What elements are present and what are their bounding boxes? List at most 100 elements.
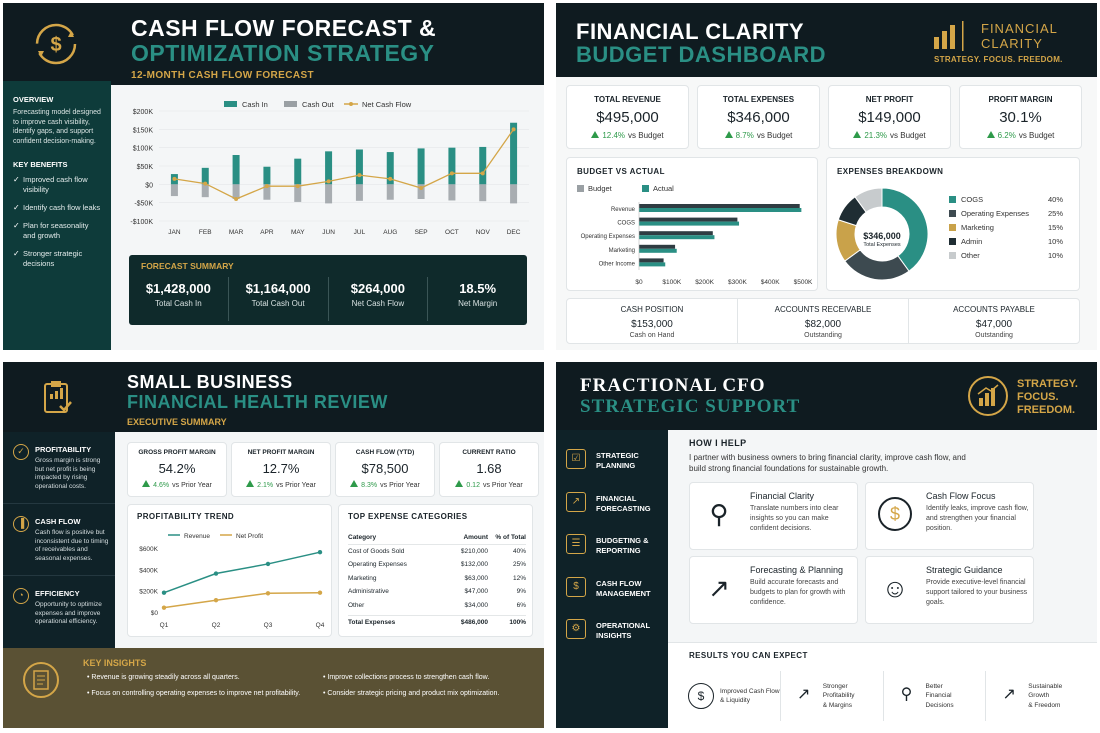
forecast-summary: FORECAST SUMMARY $1,428,000 Total Cash In… <box>129 255 527 325</box>
legend-swatch <box>349 102 353 106</box>
health-heading: PROFITABILITY <box>35 445 92 454</box>
growth-chart-icon: ↗ <box>566 491 586 512</box>
check-circle-icon: ✓ <box>13 444 29 460</box>
kpi-card: NET PROFIT MARGIN 12.7% 2.1% vs Prior Year <box>231 442 331 497</box>
x-tick-label: SEP <box>415 229 428 236</box>
net-cash-flow-point <box>295 184 300 189</box>
sidebar-item-cash-flow[interactable]: $ CASH FLOW MANAGEMENT <box>556 568 668 610</box>
health-item: ▐ CASH FLOW Cash flow is positive but inco… <box>3 504 115 576</box>
y-tick-label: $0 <box>151 610 159 617</box>
bullet-icon: • <box>323 690 328 697</box>
expenses-breakdown-card: EXPENSES BREAKDOWN COGS 40% Operating Expe… <box>826 157 1080 291</box>
up-arrow-icon <box>591 131 600 138</box>
kpi-value: 54.2% <box>158 461 196 476</box>
sidebar-item-operational[interactable]: ⚙ OPERATIONAL INSIGHTS <box>556 610 668 652</box>
sidebar-item-budgeting[interactable]: ☰ BUDGETING & REPORTING <box>556 525 668 567</box>
kpi-delta: 0.12 <box>466 482 480 489</box>
x-tick-label: APR <box>260 229 274 236</box>
kpi-delta-suffix: vs Budget <box>890 131 926 140</box>
summary-label: Net Cash Flow <box>351 299 405 308</box>
result-line: Stronger <box>822 682 848 690</box>
bar-cash-out <box>510 184 518 204</box>
service-card-title: Cash Flow Focus <box>926 491 996 501</box>
summary-values: $1,428,000 Total Cash In $1,164,000 Total C… <box>129 277 527 321</box>
overview-heading: OVERVIEW <box>13 95 54 104</box>
legend-label: Net Profit <box>236 533 263 540</box>
bar-cash-in <box>448 147 456 185</box>
result-line: Decisions <box>925 701 954 709</box>
checklist-icon: ☑ <box>566 449 586 469</box>
legend-label: Cash Out <box>302 100 335 109</box>
x-tick-label: $500K <box>794 279 813 286</box>
p3-subtitle: EXECUTIVE SUMMARY <box>127 417 227 427</box>
bar-cash-in <box>325 151 333 185</box>
legend-label: Budget <box>588 184 613 193</box>
sidebar-item-strategic[interactable]: ☑ STRATEGIC PLANNING <box>556 440 668 482</box>
kpi-label: TOTAL EXPENSES <box>722 95 795 104</box>
table-cell: 25% <box>512 561 526 569</box>
p3-title-line2: FINANCIAL HEALTH REVIEW <box>127 392 388 412</box>
health-text: Gross margin is strong but net profit is… <box>35 457 101 490</box>
kpi-label: CURRENT RATIO <box>462 449 516 456</box>
how-i-help-heading: HOW I HELP <box>689 438 747 448</box>
category-label: Revenue <box>611 207 636 213</box>
x-tick-label: $300K <box>728 279 747 286</box>
x-tick-label: FEB <box>199 229 212 236</box>
summary-item: $1,428,000 Total Cash In <box>129 277 229 321</box>
sidebar-label-line2: REPORTING <box>596 546 641 555</box>
growth-chart-icon: ↗ <box>797 686 811 703</box>
sidebar-label-line1: FINANCIAL <box>596 493 637 503</box>
table-cell: 100% <box>509 619 526 627</box>
net-cash-flow-point <box>172 176 177 181</box>
table-row: Administrative $47,000 9% <box>348 585 526 599</box>
dollar-cycle-icon: $ <box>878 497 912 531</box>
net-cash-flow-point <box>357 173 362 178</box>
table-cell: $486,000 <box>460 619 488 627</box>
kpi-delta-row: 0.12 vs Prior Year <box>440 480 538 489</box>
kpi-value: 30.1% <box>999 109 1042 126</box>
kpi-delta: 6.2% <box>997 131 1016 140</box>
overview-text: Forecasting model designed to improve ca… <box>13 109 101 145</box>
kpi-delta-suffix: vs Prior Year <box>380 482 420 489</box>
up-arrow-icon <box>350 480 359 487</box>
growth-chart-icon: ↗ <box>1002 686 1016 703</box>
bar-budget <box>639 231 713 236</box>
result-item: ⚲ Better Financial Decisions <box>884 671 987 721</box>
bar-cash-in <box>232 155 240 185</box>
check-icon: ✓ <box>13 175 20 184</box>
table-cell: Marketing <box>348 574 377 582</box>
result-item: ↗ Sustainable Growth & Freedom <box>986 671 1088 721</box>
y-tick-label: -$100K <box>130 219 153 226</box>
cash-item: ACCOUNTS PAYABLE $47,000 Outstanding <box>909 299 1079 343</box>
summary-item: 18.5% Net Margin <box>428 277 527 321</box>
x-tick-label: Q4 <box>316 622 325 629</box>
legend-label: Revenue <box>184 533 210 540</box>
category-label: Marketing <box>609 248 635 254</box>
summary-label: Total Cash Out <box>251 299 305 308</box>
result-text: Stronger Profitability & Margins <box>823 682 855 711</box>
result-line: & Margins <box>822 701 853 709</box>
panel-cash-flow-forecast: $ CASH FLOW FORECAST & OPTIMIZATION STRA… <box>3 3 544 350</box>
bar-cash-out <box>479 184 487 202</box>
table-row: Operating Expenses $132,000 25% <box>348 558 526 572</box>
sidebar-item-financial[interactable]: ↗ FINANCIAL FORECASTING <box>556 483 668 525</box>
service-card-text: Provide executive-level financial suppor… <box>926 579 1028 606</box>
legend-label: Other <box>961 251 980 260</box>
p3-title-line1: SMALL BUSINESS <box>127 372 293 392</box>
p4-tag3: FREEDOM. <box>1017 404 1076 416</box>
cash-label: ACCOUNTS RECEIVABLE <box>774 305 872 314</box>
p1-sidebar: OVERVIEW Forecasting model designed to i… <box>3 81 111 350</box>
bar-cash-in <box>510 122 518 185</box>
revenue-point <box>213 571 219 576</box>
table-row: Other $34,000 6% <box>348 599 526 613</box>
dollar-circle-icon: $ <box>688 683 714 709</box>
bar-cash-in <box>201 167 209 185</box>
legend-percent: 40% <box>1048 195 1063 204</box>
growth-chart-icon: ↗ <box>708 573 730 603</box>
kpi-card: GROSS PROFIT MARGIN 54.2% 4.6% vs Prior Yea… <box>127 442 227 497</box>
result-line: Better <box>925 682 943 690</box>
category-label: Operating Expenses <box>581 234 635 240</box>
revenue-point <box>317 550 323 555</box>
up-arrow-icon <box>246 480 255 487</box>
net-cash-flow-point <box>419 186 424 190</box>
